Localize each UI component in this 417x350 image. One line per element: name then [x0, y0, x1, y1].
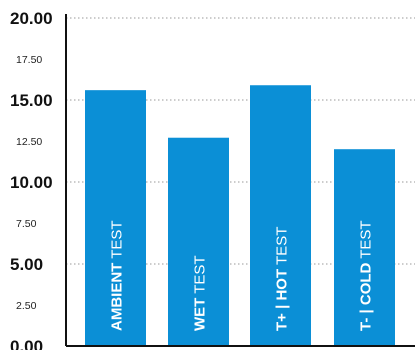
- y-tick-label-major: 0.00: [10, 337, 43, 350]
- bar-labels: AMBIENT TEST WET TEST T+ | HOT TEST T- | CO…: [109, 220, 375, 331]
- bar-category-label: T- | COLD TEST: [358, 220, 375, 331]
- y-tick-labels: 0.00 2.50 5.00 7.50 10.00 12.50 15.00 17.50 20.0…: [10, 9, 53, 350]
- bar-category-label: AMBIENT TEST: [109, 220, 126, 331]
- y-tick-label-minor: 17.50: [16, 54, 42, 66]
- bar: [168, 137, 229, 346]
- bar: [250, 85, 311, 347]
- y-tick-label-major: 20.00: [10, 9, 53, 28]
- bar: [334, 149, 395, 346]
- bar-category-label: WET TEST: [192, 255, 209, 331]
- y-tick-label-minor: 7.50: [16, 218, 37, 230]
- bar-category-label: T+ | HOT TEST: [274, 227, 291, 331]
- y-tick-label-minor: 2.50: [16, 300, 37, 312]
- bar: [85, 90, 146, 346]
- y-tick-label-major: 10.00: [10, 173, 53, 192]
- y-tick-label-major: 5.00: [10, 255, 43, 274]
- y-tick-label-major: 15.00: [10, 91, 53, 110]
- bars: [85, 85, 395, 347]
- y-tick-label-minor: 12.50: [16, 136, 42, 148]
